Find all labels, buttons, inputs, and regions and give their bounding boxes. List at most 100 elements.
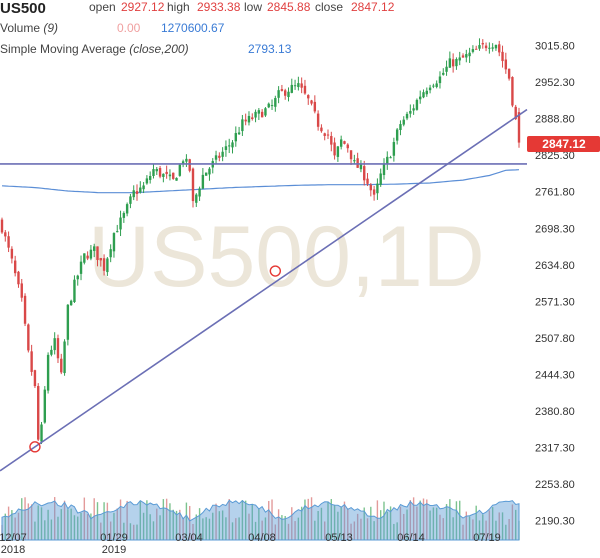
candle-body xyxy=(178,164,182,176)
candle-body xyxy=(148,176,152,180)
candle-body xyxy=(428,87,432,91)
candle-body xyxy=(389,157,392,159)
sma-path xyxy=(1,169,520,194)
candle-body xyxy=(172,172,175,179)
x-axis-tick-label: 01/29 xyxy=(100,532,128,544)
candle-body xyxy=(395,129,399,141)
candle-body xyxy=(432,85,435,87)
sma-line xyxy=(1,169,520,194)
candle-body xyxy=(116,231,119,233)
candle-body xyxy=(33,370,37,387)
candle-body xyxy=(93,246,96,251)
candle-body xyxy=(112,233,116,252)
candle-body xyxy=(106,258,109,273)
candle-body xyxy=(382,164,386,176)
candle-body xyxy=(353,160,356,162)
chart-watermark: US500,1D xyxy=(88,209,485,305)
candle-body xyxy=(386,156,389,165)
candle-body xyxy=(491,47,494,49)
symbol-name: US500 xyxy=(0,0,46,17)
candle-body xyxy=(442,72,445,75)
y-axis-tick-label: 2571.30 xyxy=(535,296,575,308)
y-axis-tick-label: 2317.30 xyxy=(535,443,575,455)
candle-body xyxy=(349,150,353,160)
candle-body xyxy=(102,258,106,271)
candle-body xyxy=(145,178,149,184)
y-axis-tick-label: 2507.80 xyxy=(535,333,575,345)
candle-body xyxy=(494,44,498,49)
trendline-anchor-marker[interactable] xyxy=(29,441,41,453)
candle-body xyxy=(260,111,264,118)
candle-body xyxy=(109,249,112,258)
candle-body xyxy=(379,173,382,185)
volume-pane xyxy=(1,497,520,541)
y-axis-tick-label: 2952.30 xyxy=(535,77,575,89)
x-axis-tick-label: 07/19 xyxy=(473,532,501,544)
candle-body xyxy=(455,58,458,67)
candle-body xyxy=(468,52,471,57)
candle-body xyxy=(247,115,251,123)
candle-body xyxy=(419,96,422,100)
candle-body xyxy=(399,124,402,130)
trendline-anchor-marker[interactable] xyxy=(269,265,282,277)
candle-body xyxy=(415,99,419,110)
candle-body xyxy=(313,101,317,112)
candle-body xyxy=(372,189,376,195)
y-axis-tick-label: 2888.80 xyxy=(535,114,575,126)
candle-body xyxy=(451,59,455,67)
y-axis-tick-label: 2444.30 xyxy=(535,369,575,381)
current-price-label: 2847.12 xyxy=(542,137,586,151)
candle-body xyxy=(53,338,56,351)
close-value: 2847.12 xyxy=(351,0,395,14)
candle-body xyxy=(458,57,461,61)
candle-body xyxy=(409,110,412,114)
volume-label: Volume xyxy=(0,21,41,35)
volume-param: (9) xyxy=(43,21,59,35)
candle-body xyxy=(366,178,369,184)
candle-body xyxy=(507,68,511,79)
candle-body xyxy=(237,132,241,135)
candle-body xyxy=(10,248,14,259)
candle-body xyxy=(336,146,340,157)
candle-body xyxy=(310,100,313,104)
candle-body xyxy=(280,89,284,91)
candle-body xyxy=(129,196,132,204)
price-tag-group: 2847.12 xyxy=(527,136,600,152)
candle-body xyxy=(152,169,155,176)
candle-body xyxy=(474,48,478,50)
candle-body xyxy=(445,66,448,72)
candle-body xyxy=(66,304,70,340)
x-axis-tick-label: 04/08 xyxy=(248,532,276,544)
open-label: open xyxy=(89,0,116,14)
candle-body xyxy=(356,158,359,168)
high-value: 2933.38 xyxy=(197,0,241,14)
x-axis-year-label: 2019 xyxy=(102,544,126,556)
candle-body xyxy=(208,168,211,175)
candle-body xyxy=(214,155,218,160)
candle-body xyxy=(165,171,168,175)
candle-body xyxy=(343,141,346,144)
candle-body xyxy=(376,183,379,194)
candle-body xyxy=(251,117,254,119)
candle-body xyxy=(155,169,158,172)
candle-body xyxy=(484,45,488,49)
candle-body xyxy=(125,204,129,214)
x-axis-tick-label: 03/04 xyxy=(175,532,203,544)
candle-body xyxy=(132,190,135,198)
drawn-lines[interactable] xyxy=(0,108,528,472)
y-axis-tick-label: 2825.30 xyxy=(535,150,575,162)
candle-body xyxy=(478,45,481,49)
volume-value-2: 1270600.67 xyxy=(161,21,225,35)
candle-body xyxy=(267,103,270,108)
candle-body xyxy=(402,119,405,125)
candle-body xyxy=(218,155,221,158)
candle-body xyxy=(303,85,307,94)
candle-body xyxy=(228,145,231,147)
trend-line[interactable] xyxy=(0,108,528,472)
candle-body xyxy=(162,173,165,177)
candle-body xyxy=(511,77,514,106)
candle-body xyxy=(425,90,428,95)
candle-body xyxy=(135,191,139,194)
